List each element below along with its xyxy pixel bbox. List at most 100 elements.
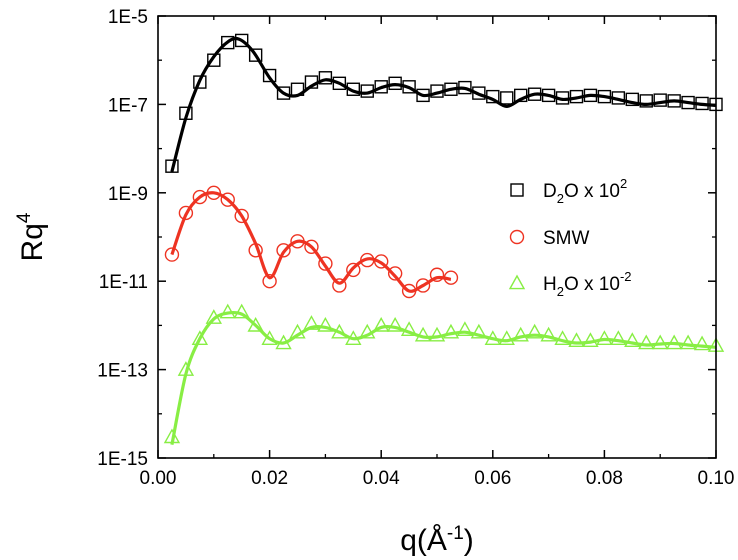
legend-item-0: D2O x 102 (510, 176, 627, 206)
data-point (178, 205, 194, 221)
data-point (346, 82, 360, 96)
data-point (401, 283, 417, 299)
data-point (387, 266, 403, 281)
data-point (304, 239, 319, 255)
x-axis-title-main: q(Å (400, 524, 447, 557)
data-point (233, 303, 250, 319)
data-point (610, 330, 627, 346)
data-point (514, 88, 528, 103)
data-point (289, 323, 306, 339)
y-tick-label: 1E-11 (99, 272, 148, 293)
data-point (652, 334, 669, 350)
data-point (416, 88, 430, 103)
legend-text-part: O x 10 (564, 274, 620, 295)
data-point (193, 75, 207, 89)
legend-text-part: O x 10 (564, 181, 620, 202)
data-point (360, 84, 374, 98)
data-point (500, 91, 514, 105)
data-point (234, 33, 249, 48)
x-axis-title-tail: ) (464, 524, 474, 557)
x-axis-title-sup: -1 (447, 523, 464, 544)
data-point (318, 256, 333, 271)
x-tick-label: 0.10 (698, 468, 735, 489)
data-point (526, 323, 543, 339)
data-point (206, 185, 222, 201)
data-point (276, 86, 291, 100)
data-point (221, 35, 235, 50)
data-point (220, 192, 235, 207)
data-point (359, 323, 376, 339)
data-point (262, 274, 277, 289)
axis-titles: q(Å-1) Rq4 (14, 212, 474, 557)
data-point (597, 89, 612, 104)
data-point (611, 91, 626, 105)
legend-label-0: D2O x 102 (543, 176, 627, 206)
y-tick-label: 1E-15 (97, 449, 148, 470)
data-point (430, 84, 444, 98)
data-point (303, 315, 320, 330)
data-point (486, 89, 500, 104)
data-point (695, 96, 709, 111)
legend-superscript: 2 (620, 176, 627, 191)
data-point (247, 316, 264, 332)
data-point (541, 88, 556, 103)
data-point (290, 82, 305, 96)
data-point (638, 334, 655, 350)
data-point (414, 326, 432, 342)
data-point (248, 243, 263, 258)
y-axis-title: Rq4 (14, 212, 49, 261)
x-tick-label: 0.08 (586, 468, 623, 489)
data-point (554, 330, 571, 346)
data-point (653, 93, 667, 107)
data-point (442, 323, 460, 339)
data-point (639, 94, 653, 108)
data-point (360, 252, 375, 268)
data-point (192, 189, 208, 205)
data-point (470, 323, 488, 339)
data-point (429, 267, 445, 282)
legend-superscript: -2 (620, 269, 632, 284)
data-point (191, 330, 209, 346)
data-point (374, 80, 388, 94)
legend-subscript: 2 (557, 284, 564, 299)
legend-text-part: H (543, 274, 557, 295)
fit-line-1 (170, 191, 452, 293)
x-tick-label: 0.04 (363, 468, 400, 489)
data-point (484, 330, 501, 346)
legend-item-1: SMW (509, 228, 590, 249)
legend-item-2: H2O x 10-2 (508, 269, 632, 299)
data-point (555, 91, 570, 105)
data-point (164, 247, 180, 262)
data-point (207, 53, 221, 67)
data-point (179, 106, 193, 120)
data-point (428, 326, 446, 342)
legend-label-1: SMW (543, 228, 590, 249)
fit-line-0 (170, 36, 716, 173)
data-point (568, 332, 585, 348)
y-tick-label: 1E-9 (108, 184, 148, 205)
plot-frame (157, 15, 717, 459)
legend-marker-0 (510, 183, 524, 197)
data-point (443, 270, 459, 285)
data-point (317, 316, 334, 332)
x-tick-label: 0.00 (140, 468, 177, 489)
data-point (248, 48, 263, 62)
data-point (332, 278, 347, 293)
data-point (331, 323, 348, 339)
fit-curves (170, 36, 716, 446)
data-point (275, 334, 292, 350)
data-point (527, 87, 542, 101)
data-point (569, 89, 584, 104)
data-point (163, 428, 181, 444)
data-point (373, 316, 390, 332)
data-point (205, 309, 222, 324)
y-axis-title-main: Rq (16, 223, 49, 261)
data-point (262, 68, 277, 83)
data-point (276, 243, 291, 258)
axes: 0.00 0.02 0.04 0.06 0.08 0.10 1E-15 1E-13 1E-11 1… (97, 7, 734, 489)
data-point (290, 234, 305, 249)
legend-text-part: SMW (543, 228, 590, 249)
data-point (458, 80, 472, 95)
data-markers (163, 33, 725, 444)
data-point (596, 330, 613, 346)
